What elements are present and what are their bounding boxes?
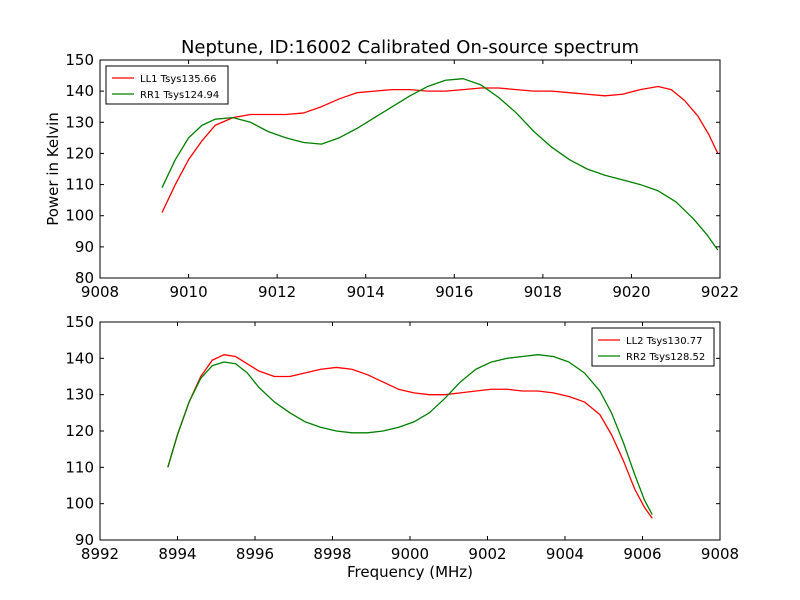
- y-tick-label: 90: [75, 531, 94, 549]
- x-tick-label: 9004: [546, 545, 584, 563]
- y-tick-label: 100: [65, 207, 94, 225]
- x-tick-label: 9016: [435, 283, 473, 301]
- y-tick-label: 130: [65, 386, 94, 404]
- y-tick-label: 120: [65, 144, 94, 162]
- series-line-2-2: [167, 354, 653, 515]
- panels: 9008 9010 9012 9014 9016 9018 9020 9022 80 90 100 1…: [65, 51, 739, 563]
- x-tick-label: 9020: [612, 283, 650, 301]
- series-line-2-1: [167, 354, 653, 519]
- y-tick-label: 140: [65, 82, 94, 100]
- x-tick-label: 9010: [169, 283, 207, 301]
- y-tick-label: 80: [75, 269, 94, 287]
- x-tick-label: 9022: [701, 283, 739, 301]
- x-tick-label: 9008: [701, 545, 739, 563]
- x-tick-label: 8992: [81, 545, 119, 563]
- legend-1: LL1 Tsys135.66 RR1 Tsys124.94: [105, 65, 229, 105]
- y-tick-label: 110: [65, 458, 94, 476]
- x-tick-label: 9000: [391, 545, 429, 563]
- x-tick-label: 9014: [347, 283, 385, 301]
- x-tick-label: 8998: [313, 545, 351, 563]
- y-tick-label: 150: [65, 51, 94, 69]
- x-tick-label: 9006: [623, 545, 661, 563]
- legend-box: [591, 327, 715, 367]
- y-tick-label: 110: [65, 176, 94, 194]
- legend-2: LL2 Tsys130.77 RR2 Tsys128.52: [591, 327, 715, 367]
- series-line-1-1: [161, 85, 719, 213]
- legend-label: LL2 Tsys130.77: [626, 336, 702, 347]
- legend-label: LL1 Tsys135.66: [140, 74, 216, 85]
- y-tick-label: 100: [65, 495, 94, 513]
- y-tick-label: 120: [65, 422, 94, 440]
- y-tick-label: 140: [65, 349, 94, 367]
- panel-1: 9008 9010 9012 9014 9016 9018 9020 9022 80 90 100 1…: [65, 51, 739, 301]
- x-tick-label: 9012: [258, 283, 296, 301]
- x-tick-label: 9018: [524, 283, 562, 301]
- legend-label: RR1 Tsys124.94: [140, 90, 219, 101]
- panel-2: 8992 8994 8996 8998 9000 9002 9004 9006 90089010…: [65, 313, 739, 563]
- x-tick-label: 9008: [81, 283, 119, 301]
- legend-box: [105, 65, 229, 105]
- series-line-1-2: [161, 78, 719, 251]
- legend-label: RR2 Tsys128.52: [626, 352, 705, 363]
- x-tick-label: 9002: [468, 545, 506, 563]
- y-tick-label: 150: [65, 313, 94, 331]
- x-tick-label: 8994: [158, 545, 196, 563]
- x-tick-label: 8996: [236, 545, 274, 563]
- y-tick-label: 130: [65, 113, 94, 131]
- x-axis-label: Frequency (MHz): [347, 563, 473, 581]
- y-tick-label: 90: [75, 238, 94, 256]
- y-axis-label: Power in Kelvin: [44, 112, 62, 226]
- plot-frame-1: [99, 59, 721, 279]
- chart-title: Neptune, ID:16002 Calibrated On-source s…: [181, 37, 639, 58]
